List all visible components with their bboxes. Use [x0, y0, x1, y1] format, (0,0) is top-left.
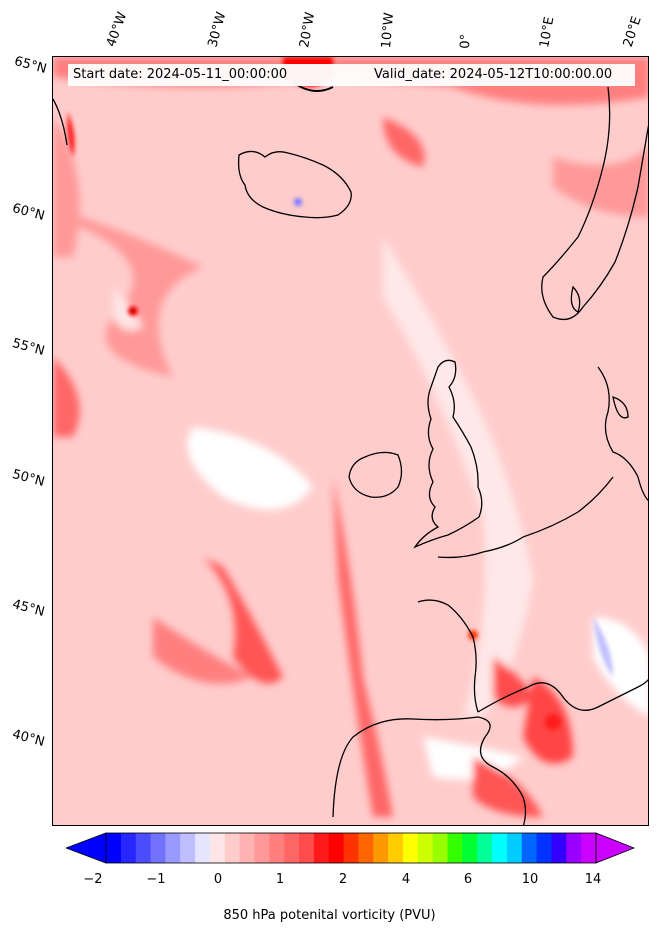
colorbar-tick: 4: [401, 872, 411, 887]
colorbar-segment: [165, 833, 181, 863]
colorbar-segment: [521, 833, 538, 863]
colorbar-segment: [284, 833, 300, 863]
lon-label-10e: 10°E: [537, 15, 558, 49]
colorbar-tick: 0: [213, 872, 223, 887]
lat-label-65n: 65°N: [12, 54, 49, 77]
colorbar-min-arrow: [66, 832, 107, 864]
colorbar-segment: [106, 833, 122, 863]
colorbar-segment: [209, 833, 226, 863]
colorbar-segment: [313, 833, 330, 863]
colorbar-segment: [135, 833, 152, 863]
colorbar-segment: [373, 833, 389, 863]
colorbar: [66, 832, 636, 864]
vorticity-map: [53, 57, 648, 825]
colorbar-segment: [150, 833, 166, 863]
valid-date-label: Valid_date: 2024-05-12T10:00:00.00: [374, 67, 613, 82]
colorbar-tick: 10: [521, 872, 539, 887]
colorbar-outline: [105, 832, 597, 864]
colorbar-tick: 2: [338, 872, 348, 887]
colorbar-segment: [536, 833, 552, 863]
start-date-label: Start date: 2024-05-11_00:00:00: [73, 67, 288, 82]
map-panel: [52, 56, 649, 826]
lon-label-0: 0°: [458, 33, 474, 49]
colorbar-segment: [492, 833, 508, 863]
colorbar-tick: 6: [463, 872, 473, 887]
lon-label-20e: 20°E: [620, 14, 645, 50]
colorbar-segment: [195, 833, 211, 863]
colorbar-segment: [343, 833, 359, 863]
colorbar-segment: [432, 833, 449, 863]
colorbar-segment: [402, 833, 419, 863]
colorbar-segment: [551, 833, 567, 863]
colorbar-segment: [254, 833, 270, 863]
colorbar-label: 850 hPa potenital vorticity (PVU): [223, 908, 436, 923]
coastlines: [53, 81, 648, 825]
colorbar-segment: [120, 833, 137, 863]
colorbar-tick: 14: [584, 872, 602, 887]
lon-label-10w: 10°W: [379, 11, 398, 49]
lat-label-55n: 55°N: [10, 336, 47, 359]
lon-label-40w: 40°W: [103, 10, 131, 49]
colorbar-segment: [358, 833, 374, 863]
colorbar-tick: 1: [275, 872, 285, 887]
lat-label-40n: 40°N: [10, 727, 47, 750]
lat-label-60n: 60°N: [10, 201, 47, 224]
colorbar-segment: [269, 833, 285, 863]
lat-label-45n: 45°N: [10, 597, 47, 620]
colorbar-segment: [462, 833, 478, 863]
colorbar-segment: [299, 833, 315, 863]
colorbar-segment: [328, 833, 345, 863]
colorbar-segment: [506, 833, 523, 863]
colorbar-segment: [581, 833, 597, 863]
colorbar-tick: −1: [146, 872, 166, 887]
lon-label-20w: 20°W: [297, 11, 319, 50]
colorbar-segment: [447, 833, 463, 863]
header-background: [68, 64, 635, 86]
colorbar-segment: [417, 833, 434, 863]
colorbar-tick: −2: [83, 872, 103, 887]
colorbar-max-arrow: [595, 832, 636, 864]
colorbar-segment: [566, 833, 582, 863]
lon-label-30w: 30°W: [205, 10, 230, 49]
colorbar-segment: [239, 833, 255, 863]
lat-label-50n: 50°N: [10, 467, 47, 490]
colorbar-segment: [224, 833, 241, 863]
colorbar-segment: [180, 833, 196, 863]
colorbar-segment: [388, 833, 404, 863]
colorbar-segment: [477, 833, 493, 863]
